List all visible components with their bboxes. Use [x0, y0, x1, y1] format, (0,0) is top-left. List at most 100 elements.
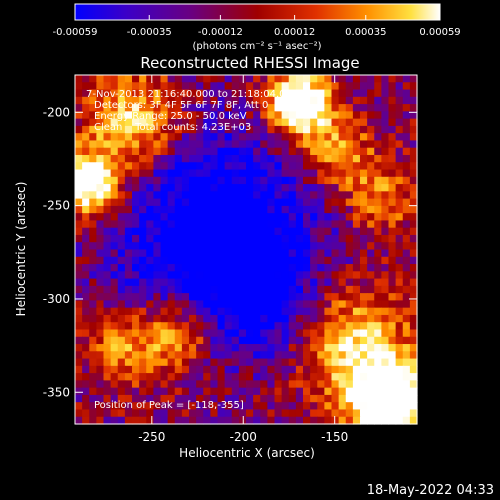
heatmap-cell [82, 402, 90, 411]
heatmap-cell [167, 205, 176, 214]
heatmap-cell [238, 111, 247, 120]
heatmap-cell [146, 96, 154, 105]
heatmap-cell [352, 365, 361, 374]
heatmap-cell [288, 234, 297, 243]
heatmap-cell [345, 227, 354, 236]
heatmap-cell [75, 256, 83, 265]
heatmap-cell [281, 336, 290, 345]
heatmap-cell [167, 249, 176, 258]
heatmap-cell [381, 285, 390, 294]
heatmap-cell [160, 322, 169, 331]
heatmap-cell [367, 351, 375, 360]
heatmap-cell [82, 264, 90, 272]
heatmap-cell [203, 220, 211, 229]
heatmap-cell [317, 176, 325, 185]
heatmap-cell [395, 198, 404, 207]
heatmap-cell [288, 118, 297, 127]
heatmap-cell [345, 365, 354, 374]
heatmap-cell [352, 394, 361, 403]
heatmap-cell [181, 140, 190, 149]
heatmap-cell [281, 314, 290, 323]
heatmap-cell [310, 154, 318, 163]
heatmap-cell [360, 351, 368, 360]
heatmap-cell [253, 184, 261, 192]
heatmap-cell [317, 104, 325, 112]
heatmap-cell [203, 198, 211, 207]
heatmap-cell [281, 75, 290, 83]
heatmap-cell [345, 336, 354, 345]
heatmap-cell [295, 365, 304, 374]
heatmap-cell [409, 89, 418, 98]
heatmap-cell [238, 336, 247, 345]
heatmap-cell [303, 205, 311, 214]
heatmap-cell [388, 140, 397, 149]
heatmap-cell [281, 162, 290, 171]
heatmap-cell [231, 75, 240, 83]
heatmap-cell [317, 162, 325, 171]
heatmap-cell [267, 220, 276, 229]
heatmap-cell [181, 256, 190, 265]
heatmap-cell [360, 336, 368, 345]
heatmap-cell [189, 285, 197, 294]
heatmap-cell [139, 394, 147, 403]
heatmap-cell [274, 104, 283, 112]
heatmap-cell [388, 75, 397, 83]
heatmap-cell [203, 249, 211, 258]
heatmap-cell [82, 162, 90, 171]
heatmap-cell [395, 358, 404, 367]
heatmap-cell [224, 264, 233, 272]
heatmap-cell [224, 271, 233, 280]
heatmap-cell [203, 264, 211, 272]
heatmap-cell [89, 104, 97, 112]
heatmap-cell [388, 147, 397, 156]
heatmap-cell [274, 358, 283, 367]
heatmap-cell [367, 176, 375, 185]
heatmap-cell [402, 285, 411, 294]
heatmap-cell [388, 394, 397, 403]
heatmap-cell [267, 365, 276, 374]
heatmap-cell [103, 336, 112, 345]
heatmap-cell [153, 351, 162, 360]
heatmap-cell [324, 256, 333, 265]
heatmap-cell [303, 213, 311, 222]
heatmap-cell [338, 402, 347, 411]
heatmap-grid [75, 75, 418, 425]
heatmap-cell [374, 205, 382, 214]
heatmap-cell [352, 278, 361, 287]
heatmap-cell [238, 191, 247, 200]
heatmap-cell [203, 234, 211, 243]
heatmap-cell [381, 242, 390, 251]
heatmap-cell [82, 293, 90, 301]
heatmap-cell [117, 336, 126, 345]
heatmap-cell [160, 300, 169, 309]
heatmap-cell [210, 191, 219, 200]
heatmap-cell [260, 416, 268, 425]
heatmap-cell [82, 416, 90, 425]
heatmap-cell [331, 307, 340, 316]
heatmap-cell [331, 213, 340, 222]
heatmap-cell [89, 111, 97, 120]
heatmap-cell [331, 89, 340, 98]
heatmap-cell [75, 242, 83, 251]
heatmap-cell [124, 191, 133, 200]
heatmap-cell [132, 111, 140, 120]
heatmap-cell [345, 133, 354, 142]
heatmap-cell [110, 300, 119, 309]
heatmap-cell [303, 75, 311, 83]
heatmap-cell [381, 213, 390, 222]
heatmap-cell [103, 111, 112, 120]
heatmap-cell [238, 365, 247, 374]
heatmap-cell [167, 104, 176, 112]
heatmap-cell [352, 314, 361, 323]
heatmap-cell [189, 140, 197, 149]
heatmap-cell [317, 293, 325, 301]
heatmap-cell [160, 394, 169, 403]
heatmap-cell [139, 293, 147, 301]
heatmap-cell [146, 387, 154, 396]
heatmap-cell [267, 256, 276, 265]
heatmap-cell [189, 256, 197, 265]
heatmap-cell [196, 96, 204, 105]
heatmap-cell [153, 264, 162, 272]
heatmap-cell [409, 365, 418, 374]
heatmap-cell [395, 344, 404, 352]
